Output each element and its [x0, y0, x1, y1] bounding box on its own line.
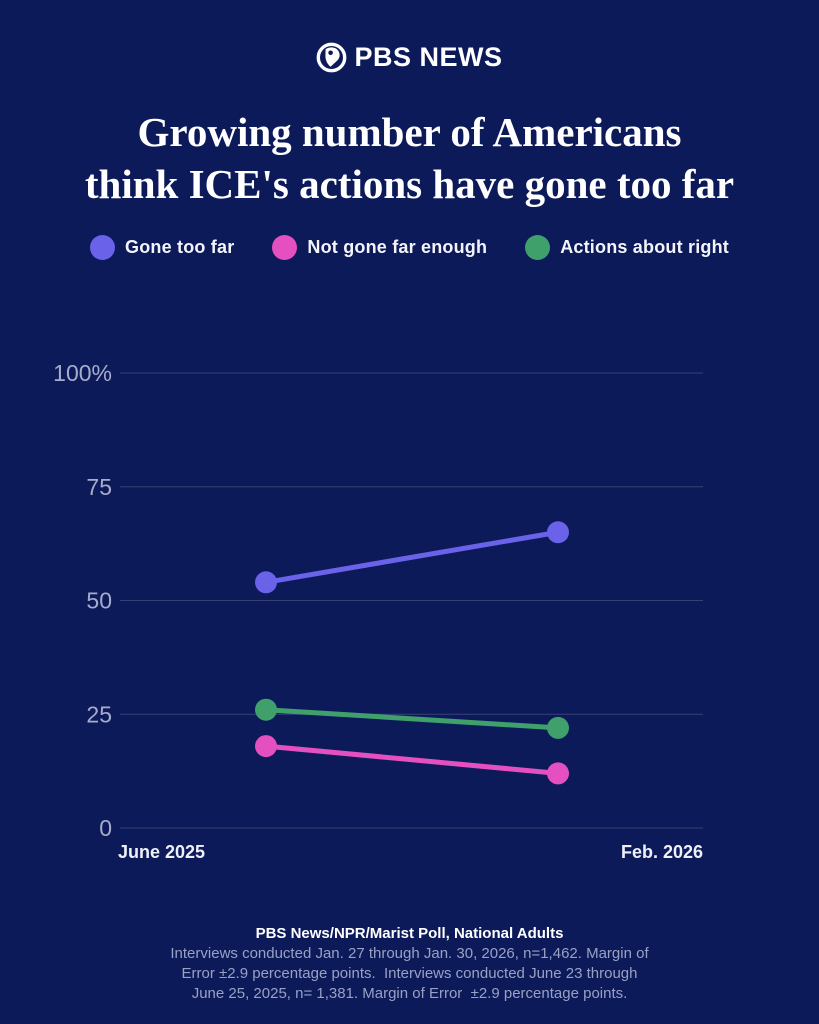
footer-source: PBS News/NPR/Marist Poll, National Adult… [255, 925, 564, 942]
y-axis-tick-label: 25 [86, 701, 112, 727]
legend-swatch [90, 235, 115, 260]
legend: Gone too far Not gone far enough Actions… [0, 235, 819, 260]
data-point-actions-about-right [255, 698, 277, 721]
legend-label: Gone too far [125, 237, 235, 257]
pbs-news-logo: PBS NEWS [0, 42, 819, 73]
y-axis-tick-label: 75 [86, 474, 112, 500]
x-axis-label-left: June 2025 [118, 842, 205, 862]
pbs-logo-text: PBS NEWS [354, 42, 503, 72]
series-line-gone-too-far [263, 529, 561, 585]
footer: PBS News/NPR/Marist Poll, National Adult… [0, 924, 819, 1004]
footer-methodology-line: June 25, 2025, n= 1,381. Margin of Error… [191, 985, 628, 1002]
title-line-1: Growing number of Americans [137, 109, 682, 155]
y-axis-tick-label: 100% [53, 360, 112, 386]
legend-item-actions-about-right: Actions about right [525, 235, 729, 260]
y-axis-tick-label: 50 [86, 588, 112, 614]
x-axis-label-right: Feb. 2026 [621, 842, 703, 862]
footer-methodology-line: Interviews conducted Jan. 27 through Jan… [170, 945, 649, 962]
series-line-actions-about-right [263, 707, 561, 731]
legend-swatch [272, 235, 298, 260]
data-point-gone-too-far [547, 521, 569, 544]
footer-methodology-line: Error ±2.9 percentage points. Interviews… [181, 965, 638, 982]
chart-title: Growing number of Americans think ICE's … [0, 106, 819, 210]
data-point-actions-about-right [547, 716, 569, 739]
legend-item-not-gone-far-enough: Not gone far enough [272, 235, 487, 260]
data-point-gone-too-far [255, 571, 277, 594]
legend-item-gone-too-far: Gone too far [90, 235, 234, 260]
pbs-logo-icon [316, 42, 347, 73]
y-axis-tick-label: 0 [99, 815, 112, 841]
line-chart: 100% 75 50 25 0 June 2025 Feb. 2026 [53, 360, 703, 862]
series-line-not-gone-far-enough [263, 743, 561, 776]
data-point-not-gone-far-enough [255, 735, 277, 758]
legend-label: Not gone far enough [307, 237, 488, 257]
legend-label: Actions about right [560, 237, 729, 257]
legend-swatch [525, 235, 551, 260]
title-line-2: think ICE's actions have gone too far [84, 161, 735, 207]
data-point-not-gone-far-enough [547, 762, 569, 785]
